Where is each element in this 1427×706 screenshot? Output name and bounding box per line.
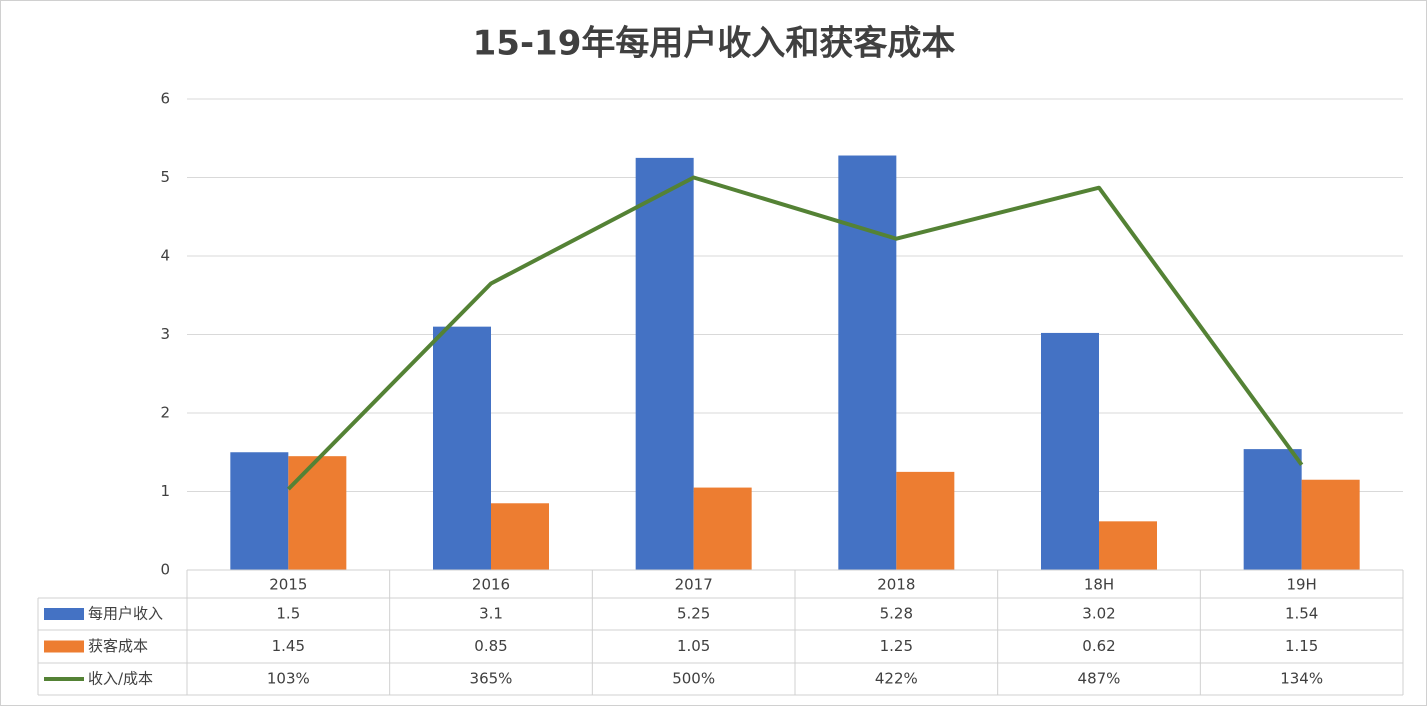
legend-key	[44, 608, 84, 620]
table-value: 5.25	[677, 605, 710, 623]
table-value: 487%	[1078, 670, 1121, 688]
bar	[1099, 521, 1157, 570]
y-tick-label: 3	[160, 325, 170, 343]
bar	[635, 157, 694, 570]
table-value: 1.05	[677, 637, 710, 655]
bar	[838, 155, 897, 570]
bar	[1243, 449, 1302, 570]
bar	[1301, 479, 1360, 570]
x-tick-label: 2016	[472, 576, 510, 594]
bar	[433, 326, 491, 570]
y-tick-label: 0	[160, 561, 170, 579]
table-value: 3.02	[1082, 605, 1115, 623]
legend-label: 每用户收入	[88, 605, 163, 623]
bar	[896, 471, 955, 570]
line-series	[286, 175, 1304, 491]
table-value: 1.54	[1285, 605, 1318, 623]
table-value: 0.85	[474, 637, 507, 655]
table-value: 1.5	[276, 605, 300, 623]
table-value: 500%	[672, 670, 715, 688]
x-tick-label: 19H	[1286, 576, 1316, 594]
chart-title: 15-19年每用户收入和获客成本	[473, 24, 956, 64]
table-value: 1.25	[880, 637, 913, 655]
table-value: 1.45	[272, 637, 305, 655]
bar	[1041, 332, 1099, 570]
table-value: 1.15	[1285, 637, 1318, 655]
table-value: 134%	[1280, 670, 1323, 688]
bar	[491, 503, 549, 570]
y-tick-label: 5	[160, 168, 170, 186]
table-value: 422%	[875, 670, 918, 688]
table-value: 0.62	[1082, 637, 1115, 655]
x-tick-label: 2018	[877, 576, 915, 594]
x-tick-label: 2015	[269, 576, 307, 594]
bar	[693, 487, 752, 570]
bar	[230, 452, 289, 570]
y-tick-label: 6	[160, 90, 170, 108]
legend-label: 获客成本	[88, 637, 148, 655]
y-tick-label: 2	[160, 404, 170, 422]
table-value: 5.28	[880, 605, 913, 623]
legend-label: 收入/成本	[88, 670, 153, 688]
x-tick-label: 2017	[675, 576, 713, 594]
table-value: 103%	[267, 670, 310, 688]
y-tick-label: 4	[160, 247, 170, 265]
y-tick-label: 1	[160, 482, 170, 500]
table-value: 365%	[470, 670, 513, 688]
x-tick-label: 18H	[1084, 576, 1114, 594]
bar	[288, 456, 347, 570]
table-value: 3.1	[479, 605, 503, 623]
legend-key	[44, 640, 84, 653]
